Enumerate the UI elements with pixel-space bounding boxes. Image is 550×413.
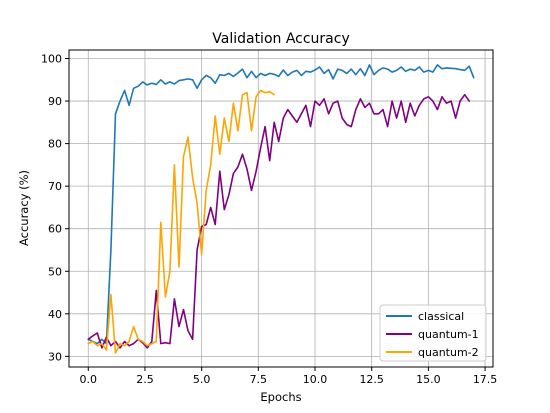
y-tick-label: 90 [48, 95, 62, 108]
x-tick-label: 15.0 [416, 373, 441, 386]
chart-title: Validation Accuracy [212, 31, 350, 47]
x-tick-label: 12.5 [359, 373, 384, 386]
x-tick-label: 7.5 [250, 373, 268, 386]
x-tick-label: 17.5 [473, 373, 498, 386]
y-tick-label: 40 [48, 308, 62, 321]
y-tick-label: 50 [48, 265, 62, 278]
y-axis-label: Accuracy (%) [17, 170, 31, 246]
series-line-quantum-1 [87, 93, 470, 349]
legend-label-classical: classical [418, 310, 464, 323]
x-tick-label: 0.0 [80, 373, 98, 386]
x-tick-label: 10.0 [303, 373, 328, 386]
series-line-quantum-2 [87, 89, 275, 354]
x-tick-label: 5.0 [193, 373, 211, 386]
legend-box [379, 304, 487, 362]
series-lines [87, 64, 475, 354]
legend-label-quantum-2: quantum-2 [418, 346, 479, 359]
legend-label-quantum-1: quantum-1 [418, 328, 479, 341]
y-tick-label: 60 [48, 223, 62, 236]
y-tick-label: 70 [48, 180, 62, 193]
plot-frame [68, 49, 494, 368]
x-tick-label: 2.5 [136, 373, 154, 386]
y-tick-label: 30 [48, 350, 62, 363]
y-tick-label: 80 [48, 138, 62, 151]
x-axis-ticks: 0.0 2.5 5.0 7.5 10.0 12.5 15.0 17.5 [80, 367, 498, 386]
x-axis-label: Epochs [260, 390, 301, 404]
legend: classical quantum-1 quantum-2 [379, 304, 487, 362]
y-tick-label: 100 [41, 53, 62, 66]
y-axis-ticks: 30 40 50 60 70 80 90 100 [41, 53, 69, 363]
series-line-classical [87, 64, 475, 345]
